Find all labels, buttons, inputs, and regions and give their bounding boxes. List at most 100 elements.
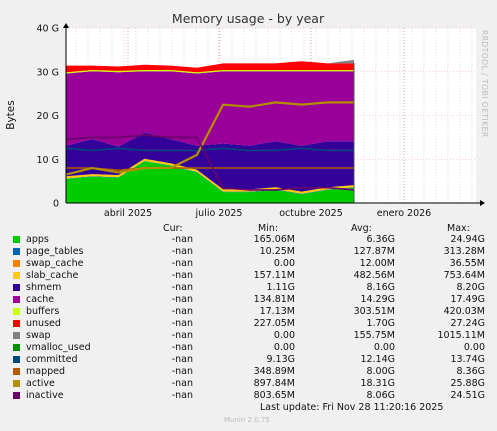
legend-min: 803.65M xyxy=(253,390,295,401)
legend-max: 1015.11M xyxy=(437,330,485,341)
legend-max: 753.64M xyxy=(443,270,485,281)
legend-max: 313.28M xyxy=(443,246,485,257)
legend-max: 8.20G xyxy=(456,282,485,293)
legend-row-mapped: mapped -nan 348.89M 8.00G 8.36G xyxy=(0,366,497,378)
legend-name: mapped xyxy=(26,366,66,377)
x-tick-label: enero 2026 xyxy=(377,208,431,219)
y-tick-label: 40 G xyxy=(37,24,59,35)
legend-row-inactive: inactive -nan 803.65M 8.06G 24.51G xyxy=(0,390,497,402)
x-tick-label: julio 2025 xyxy=(195,208,243,219)
area-cache xyxy=(66,71,354,147)
legend-row-buffers: buffers -nan 17.13M 303.51M 420.03M xyxy=(0,306,497,318)
y-axis-arrow xyxy=(63,23,69,28)
legend-name: committed xyxy=(26,354,78,365)
legend-row-vmalloc-used: vmalloc_used -nan 0.00 0.00 0.00 xyxy=(0,342,497,354)
line-committed xyxy=(65,147,354,152)
legend-max: 0.00 xyxy=(463,342,485,353)
legend-swatch xyxy=(13,236,20,243)
legend-avg: 0.00 xyxy=(373,342,395,353)
legend-min: 10.25M xyxy=(259,246,295,257)
x-tick-label: abril 2025 xyxy=(104,208,152,219)
legend-row-active: active -nan 897.84M 18.31G 25.88G xyxy=(0,378,497,390)
legend-swatch xyxy=(13,272,20,279)
y-tick-label: 20 G xyxy=(37,111,59,122)
legend-name: page_tables xyxy=(26,246,84,257)
y-tick-label: 10 G xyxy=(37,155,59,166)
line-active xyxy=(65,101,354,176)
legend-swatch xyxy=(13,368,20,375)
legend-header-max: Max: xyxy=(447,223,470,234)
series-lines xyxy=(65,63,355,203)
legend-max: 25.88G xyxy=(450,378,485,389)
legend-row-unused: unused -nan 227.05M 1.70G 27.24G xyxy=(0,318,497,330)
y-tick-labels: 0 10 G 20 G 30 G 40 G xyxy=(37,24,59,210)
legend-cur: -nan xyxy=(171,270,193,281)
legend-min: 227.05M xyxy=(253,318,295,329)
area-buffers xyxy=(66,70,354,74)
legend-row-apps: apps -nan 165.06M 6.36G 24.94G xyxy=(0,234,497,246)
legend-cur: -nan xyxy=(171,390,193,401)
legend-cur: -nan xyxy=(171,378,193,389)
legend-name: cache xyxy=(26,294,55,305)
legend-max: 27.24G xyxy=(450,318,485,329)
legend-swatch xyxy=(13,308,20,315)
legend-swatch xyxy=(13,332,20,339)
legend-avg: 482.56M xyxy=(353,270,395,281)
chart-title: Memory usage - by year xyxy=(172,11,325,26)
legend-cur: -nan xyxy=(171,342,193,353)
y-axis-label: Bytes xyxy=(5,100,17,129)
legend-avg: 8.06G xyxy=(366,390,395,401)
y-tick-label: 30 G xyxy=(37,67,59,78)
legend-min: 157.11M xyxy=(253,270,295,281)
legend-min: 165.06M xyxy=(253,234,295,245)
y-tick-label: 0 xyxy=(53,199,59,210)
legend-name: inactive xyxy=(26,390,64,401)
legend-name: swap_cache xyxy=(26,258,84,269)
legend-row-page-tables: page_tables -nan 10.25M 127.87M 313.28M xyxy=(0,246,497,258)
legend-swatch xyxy=(13,320,20,327)
legend-name: apps xyxy=(26,234,49,245)
legend-swatch xyxy=(13,356,20,363)
legend-cur: -nan xyxy=(171,234,193,245)
legend-avg: 18.31G xyxy=(360,378,395,389)
legend-cur: -nan xyxy=(171,246,193,257)
legend-name: shmem xyxy=(26,282,62,293)
legend-avg: 303.51M xyxy=(353,306,395,317)
legend-min: 17.13M xyxy=(259,306,295,317)
rrdtool-credit: RRDTOOL / TOBI OETIKER xyxy=(480,30,489,138)
legend-min: 0.00 xyxy=(273,342,295,353)
legend-row-slab-cache: slab_cache -nan 157.11M 482.56M 753.64M xyxy=(0,270,497,282)
legend-swatch xyxy=(13,392,20,399)
legend-avg: 155.75M xyxy=(353,330,395,341)
legend-max: 13.74G xyxy=(450,354,485,365)
legend-avg: 6.36G xyxy=(366,234,395,245)
x-tick-labels: abril 2025 julio 2025 octubre 2025 enero 20… xyxy=(104,208,431,219)
legend-avg: 12.00M xyxy=(359,258,395,269)
area-apps xyxy=(66,161,354,203)
legend-swatch xyxy=(13,296,20,303)
legend-cur: -nan xyxy=(171,306,193,317)
legend-cur: -nan xyxy=(171,258,193,269)
legend-avg: 12.14G xyxy=(360,354,395,365)
legend-avg: 14.29G xyxy=(360,294,395,305)
legend-row-cache: cache -nan 134.81M 14.29G 17.49G xyxy=(0,294,497,306)
legend-min: 348.89M xyxy=(253,366,295,377)
legend-header-min: Min: xyxy=(258,223,279,234)
x-tick-label: octubre 2025 xyxy=(279,208,343,219)
legend-min: 897.84M xyxy=(253,378,295,389)
legend-header-cur: Cur: xyxy=(163,223,183,234)
legend-row-committed: committed -nan 9.13G 12.14G 13.74G xyxy=(0,354,497,366)
legend-avg: 8.00G xyxy=(366,366,395,377)
legend-row-swap: swap -nan 0.00 155.75M 1015.11M xyxy=(0,330,497,342)
legend-swatch xyxy=(13,248,20,255)
legend-min: 0.00 xyxy=(273,258,295,269)
legend-name: swap xyxy=(26,330,51,341)
legend-swatch xyxy=(13,260,20,267)
legend-min: 0.00 xyxy=(273,330,295,341)
legend-row-shmem: shmem -nan 1.11G 8.16G 8.20G xyxy=(0,282,497,294)
legend-cur: -nan xyxy=(171,294,193,305)
legend-min: 9.13G xyxy=(266,354,295,365)
legend-name: vmalloc_used xyxy=(26,342,91,353)
legend-max: 24.51G xyxy=(450,390,485,401)
